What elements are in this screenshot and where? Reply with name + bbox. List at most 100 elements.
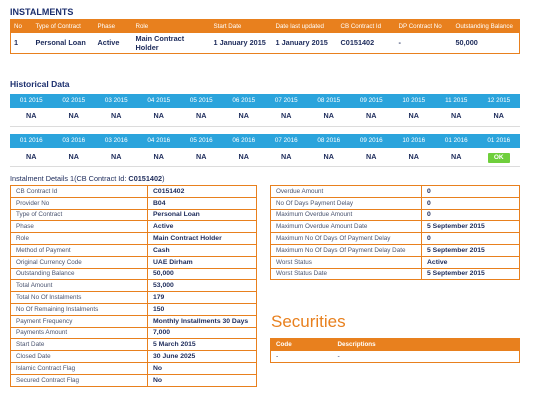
detail-row: Outstanding Balance 50,000 bbox=[10, 267, 257, 281]
detail-row: Payments Amount 7,000 bbox=[10, 326, 257, 340]
detail-row: Original Currency Code UAE Dirham bbox=[10, 255, 257, 269]
detail-row: Maximum Overdue Amount Date 5 September 2… bbox=[270, 220, 520, 234]
detail-value: Cash bbox=[147, 243, 257, 257]
detail-value: 0 bbox=[421, 208, 520, 222]
status-value: NA bbox=[493, 111, 504, 120]
detail-value: 53,000 bbox=[147, 279, 257, 293]
month-cell: 05 2015 bbox=[189, 97, 213, 104]
month-cell: 10 2016 bbox=[402, 137, 426, 144]
detail-row: CB Contract Id C0151402 bbox=[10, 185, 257, 198]
detail-value: Personal Loan bbox=[147, 208, 257, 222]
detail-row: Overdue Amount 0 bbox=[270, 185, 520, 198]
detail-value: Monthly Installments 30 Days bbox=[147, 314, 257, 328]
detail-row: Start Date 5 March 2015 bbox=[10, 338, 257, 352]
detail-row: Type of Contract Personal Loan bbox=[10, 208, 257, 222]
cell-last-updated: 1 January 2015 bbox=[275, 38, 328, 48]
cell-balance: 50,000 bbox=[455, 38, 478, 48]
detail-value: No bbox=[147, 361, 257, 375]
detail-label: Secured Contract Flag bbox=[10, 373, 148, 387]
details-title-suffix: ) bbox=[162, 174, 165, 183]
col-last-updated-header: Date last updated bbox=[272, 19, 338, 33]
month-cell: 05 2016 bbox=[189, 137, 213, 144]
cell-no: 1 bbox=[14, 38, 19, 48]
table-row[interactable]: 1 Personal Loan Active Main Contract Hol… bbox=[11, 33, 520, 54]
detail-value: Active bbox=[421, 255, 520, 269]
detail-label: Maximum No Of Days Of Payment Delay Date bbox=[270, 243, 422, 257]
detail-value: 5 March 2015 bbox=[147, 338, 257, 352]
history-months-row-2: 01 2016 03 2016 03 2016 04 2016 05 2016 … bbox=[10, 134, 520, 148]
detail-label: Phase bbox=[10, 220, 148, 234]
status-value: NA bbox=[323, 111, 334, 120]
overdue-details-table: Overdue Amount 0 No Of Days Payment Delay 0… bbox=[270, 185, 520, 281]
col-dp-no-header: DP Contract No bbox=[395, 19, 453, 33]
detail-label: Original Currency Code bbox=[10, 255, 148, 269]
month-cell: 03 2016 bbox=[62, 137, 86, 144]
month-cell: 10 2015 bbox=[402, 97, 426, 104]
detail-row: Maximum No Of Days Of Payment Delay Date… bbox=[270, 243, 520, 257]
cell-description: - bbox=[337, 352, 340, 360]
cell-role: Main Contract Holder bbox=[135, 33, 185, 52]
status-value: NA bbox=[408, 152, 419, 161]
detail-label: No Of Remaining Instalments bbox=[10, 302, 148, 316]
col-phase-header: Phase bbox=[94, 19, 133, 33]
cell-dp-no: - bbox=[398, 38, 401, 48]
securities-table: Code Descriptions - - bbox=[270, 338, 520, 363]
status-value: NA bbox=[153, 111, 164, 120]
detail-label: Outstanding Balance bbox=[10, 267, 148, 281]
month-cell: 09 2016 bbox=[359, 137, 383, 144]
status-value: NA bbox=[323, 152, 334, 161]
month-cell: 03 2015 bbox=[104, 97, 128, 104]
detail-label: Role bbox=[10, 232, 148, 245]
detail-label: Maximum No Of Days Of Payment Delay bbox=[270, 232, 422, 245]
detail-row: No Of Days Payment Delay 0 bbox=[270, 196, 520, 210]
detail-label: Closed Date bbox=[10, 350, 148, 363]
historical-data-title: Historical Data bbox=[10, 79, 70, 89]
month-cell: 06 2016 bbox=[232, 137, 256, 144]
status-value: NA bbox=[366, 111, 377, 120]
instalment-details-table: CB Contract Id C0151402 Provider No B04 Type… bbox=[10, 185, 257, 387]
detail-label: Maximum Overdue Amount Date bbox=[270, 220, 422, 234]
status-value: NA bbox=[281, 152, 292, 161]
detail-value: 7,000 bbox=[147, 326, 257, 340]
detail-value: 30 June 2025 bbox=[147, 350, 257, 363]
status-value: NA bbox=[111, 152, 122, 161]
detail-value: C0151402 bbox=[147, 185, 257, 198]
col-role-header: Role bbox=[132, 19, 211, 33]
detail-row: Maximum Overdue Amount 0 bbox=[270, 208, 520, 222]
detail-label: Type of Contract bbox=[10, 208, 148, 222]
details-title-id: C0151402 bbox=[128, 174, 163, 183]
detail-label: Total Amount bbox=[10, 279, 148, 293]
detail-value: 179 bbox=[147, 291, 257, 304]
detail-value: Main Contract Holder bbox=[147, 232, 257, 245]
detail-row: Worst Status Active bbox=[270, 255, 520, 269]
detail-row: Worst Status Date 5 September 2015 bbox=[270, 267, 520, 281]
detail-value: 50,000 bbox=[147, 267, 257, 281]
status-value: NA bbox=[68, 111, 79, 120]
month-cell: 04 2016 bbox=[147, 137, 171, 144]
detail-value: UAE Dirham bbox=[147, 255, 257, 269]
instalments-title: INSTALMENTS bbox=[10, 7, 74, 17]
securities-title: Securities bbox=[271, 312, 346, 331]
col-type-header: Type of Contract bbox=[32, 19, 95, 33]
detail-label: Start Date bbox=[10, 338, 148, 352]
month-cell: 06 2015 bbox=[232, 97, 256, 104]
status-value: NA bbox=[408, 111, 419, 120]
history-values-row-2: NA NA NA NA NA NA NA NA NA NA NA OK bbox=[10, 150, 520, 164]
detail-label: Payment Frequency bbox=[10, 314, 148, 328]
month-cell: 08 2015 bbox=[317, 97, 341, 104]
ok-status-cell: OK bbox=[478, 150, 521, 164]
status-value: NA bbox=[366, 152, 377, 161]
detail-label: Method of Payment bbox=[10, 243, 148, 257]
detail-value: 5 September 2015 bbox=[421, 220, 520, 234]
detail-label: Islamic Contract Flag bbox=[10, 361, 148, 375]
detail-row: No Of Remaining Instalments 150 bbox=[10, 302, 257, 316]
cell-cb-id: C0151402 bbox=[340, 38, 375, 48]
month-cell: 09 2015 bbox=[359, 97, 383, 104]
detail-row: Maximum No Of Days Of Payment Delay 0 bbox=[270, 232, 520, 245]
detail-row: Role Main Contract Holder bbox=[10, 232, 257, 245]
detail-value: 5 September 2015 bbox=[421, 243, 520, 257]
status-value: NA bbox=[196, 111, 207, 120]
detail-value: Active bbox=[147, 220, 257, 234]
detail-label: Provider No bbox=[10, 196, 148, 210]
divider bbox=[10, 126, 520, 127]
